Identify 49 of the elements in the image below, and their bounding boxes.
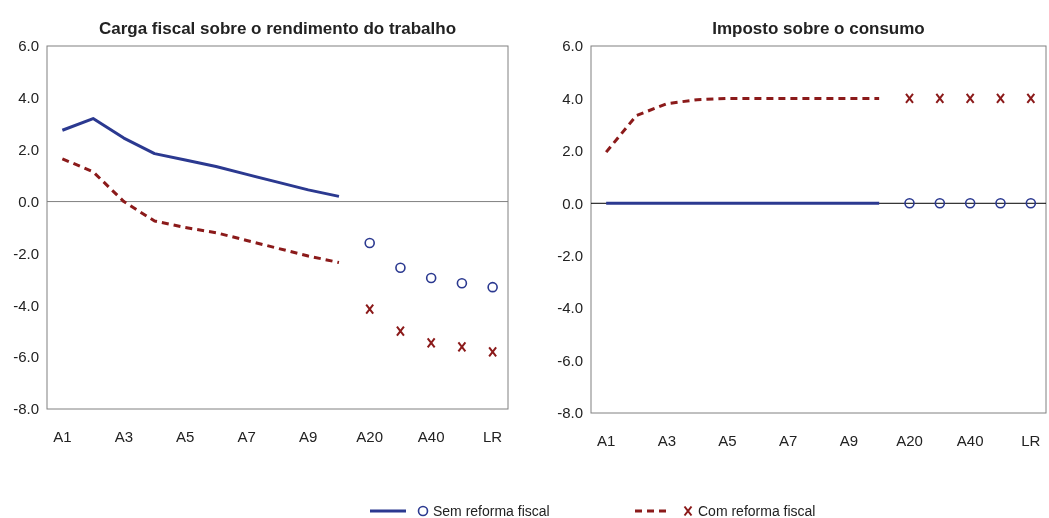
x-tick-label: A20 (356, 428, 384, 445)
y-tick-label: -6.0 (557, 351, 583, 369)
line-series (60, 157, 341, 264)
legend-label: Com reforma fiscal (698, 502, 816, 518)
x-tick-label: A9 (299, 428, 318, 445)
legend-label: Sem reforma fiscal (433, 502, 550, 518)
x-tick-label: A9 (839, 432, 859, 449)
y-tick-label: 6.0 (562, 37, 583, 55)
line-series (60, 117, 341, 198)
y-tick-label: -8.0 (557, 404, 583, 422)
point (425, 272, 437, 284)
point (395, 325, 405, 337)
point (395, 262, 406, 273)
x-tick-label: LR (1021, 432, 1041, 449)
y-tick-label: 4.0 (562, 89, 583, 107)
point (456, 277, 468, 289)
y-tick-label: 0.0 (18, 192, 39, 210)
x-tick-label: LR (483, 428, 503, 445)
x-tick-label: A5 (176, 428, 195, 445)
x-tick-label: A1 (53, 428, 72, 445)
y-tick-label: 6.0 (18, 37, 39, 55)
x-tick-label: A3 (114, 428, 134, 445)
y-tick-label: 2.0 (18, 140, 39, 158)
y-tick-label: -4.0 (13, 296, 39, 314)
x-tick-label: A1 (596, 432, 616, 449)
x-tick-label: A7 (778, 432, 798, 449)
point (426, 337, 436, 349)
x-tick-label: A20 (896, 432, 923, 449)
point (364, 237, 375, 249)
x-tick-label: A3 (657, 432, 677, 449)
y-tick-label: -8.0 (13, 400, 39, 418)
point (365, 303, 375, 315)
line-series (604, 96, 881, 154)
x-tick-label: A5 (718, 432, 737, 449)
y-tick-label: 4.0 (18, 89, 39, 107)
chart-title: Imposto sobre o consumo (712, 19, 925, 38)
y-tick-label: 0.0 (562, 194, 583, 212)
y-tick-label: -2.0 (13, 244, 39, 262)
point (487, 281, 498, 293)
y-tick-label: 2.0 (562, 142, 583, 160)
x-tick-label: A40 (417, 428, 445, 445)
y-tick-label: -2.0 (557, 246, 583, 264)
chart-title: Carga fiscal sobre o rendimento do trabalho (98, 19, 457, 38)
y-tick-label: -4.0 (557, 299, 583, 317)
point (488, 346, 498, 358)
point (457, 341, 467, 353)
y-tick-label: -6.0 (13, 348, 39, 366)
x-tick-label: A7 (237, 428, 256, 445)
x-tick-label: A40 (956, 432, 984, 449)
